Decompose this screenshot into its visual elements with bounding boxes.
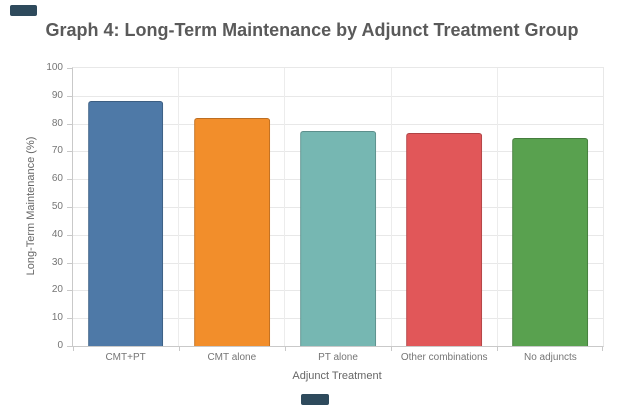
y-tick-label: 70 (51, 145, 63, 156)
y-tick-label: 100 (46, 62, 63, 73)
x-category-label: No adjuncts (524, 352, 577, 363)
y-tick-label: 20 (51, 284, 63, 295)
x-tick-mark (391, 347, 392, 351)
gridline (73, 96, 603, 97)
y-tick-label: 50 (51, 201, 63, 212)
x-tick-mark (497, 347, 498, 351)
y-tick-label: 90 (51, 90, 63, 101)
plot-area: 0 10 20 30 40 50 60 70 80 90 100 CMT+PT CMT alone PT… (46, 62, 604, 363)
bar-other-combinations (406, 133, 483, 346)
y-tick-mark (67, 179, 72, 180)
category-band: No adjuncts (496, 68, 603, 363)
y-tick-mark (67, 318, 72, 319)
y-tick-mark (67, 235, 72, 236)
gridline (73, 124, 603, 125)
y-tick-mark (67, 263, 72, 264)
category-band: CMT alone (178, 68, 284, 363)
category-band: CMT+PT (73, 68, 178, 363)
y-tick-mark (67, 346, 72, 347)
dark-overlay-mark-top-left (10, 5, 37, 16)
x-category-label: CMT+PT (105, 352, 146, 363)
y-tick-mark (67, 68, 72, 69)
y-tick-mark (67, 124, 72, 125)
x-tick-mark (285, 347, 286, 351)
x-axis-title: Adjunct Treatment (292, 370, 382, 382)
y-tick-label: 30 (51, 257, 63, 268)
y-tick-mark (67, 290, 72, 291)
x-category-label: Other combinations (400, 352, 488, 363)
dark-overlay-mark-bottom (301, 394, 329, 405)
x-tick-mark (179, 347, 180, 351)
y-tick-label: 40 (51, 229, 63, 240)
x-category-label: CMT alone (207, 352, 257, 363)
y-tick-mark (67, 96, 72, 97)
y-tick-mark (67, 207, 72, 208)
category-band: Other combinations (390, 68, 497, 363)
bar-series: CMT+PT CMT alone PT alone Other combination… (73, 68, 603, 363)
x-tick-mark (73, 347, 74, 351)
y-tick-label: 60 (51, 173, 63, 184)
x-tick-mark (602, 347, 603, 351)
bar-pt-alone (300, 131, 376, 346)
y-tick-label: 0 (57, 340, 63, 351)
x-category-label: PT alone (318, 352, 358, 363)
y-tick-mark (67, 151, 72, 152)
chart-title: Graph 4: Long-Term Maintenance by Adjunc… (45, 20, 579, 40)
category-band: PT alone (284, 68, 390, 363)
bar-no-adjuncts (512, 138, 589, 346)
y-tick-label: 80 (51, 118, 63, 129)
y-tick-label: 10 (51, 312, 63, 323)
bar-cmt-alone (193, 118, 270, 346)
bar-cmt-pt (87, 101, 164, 346)
